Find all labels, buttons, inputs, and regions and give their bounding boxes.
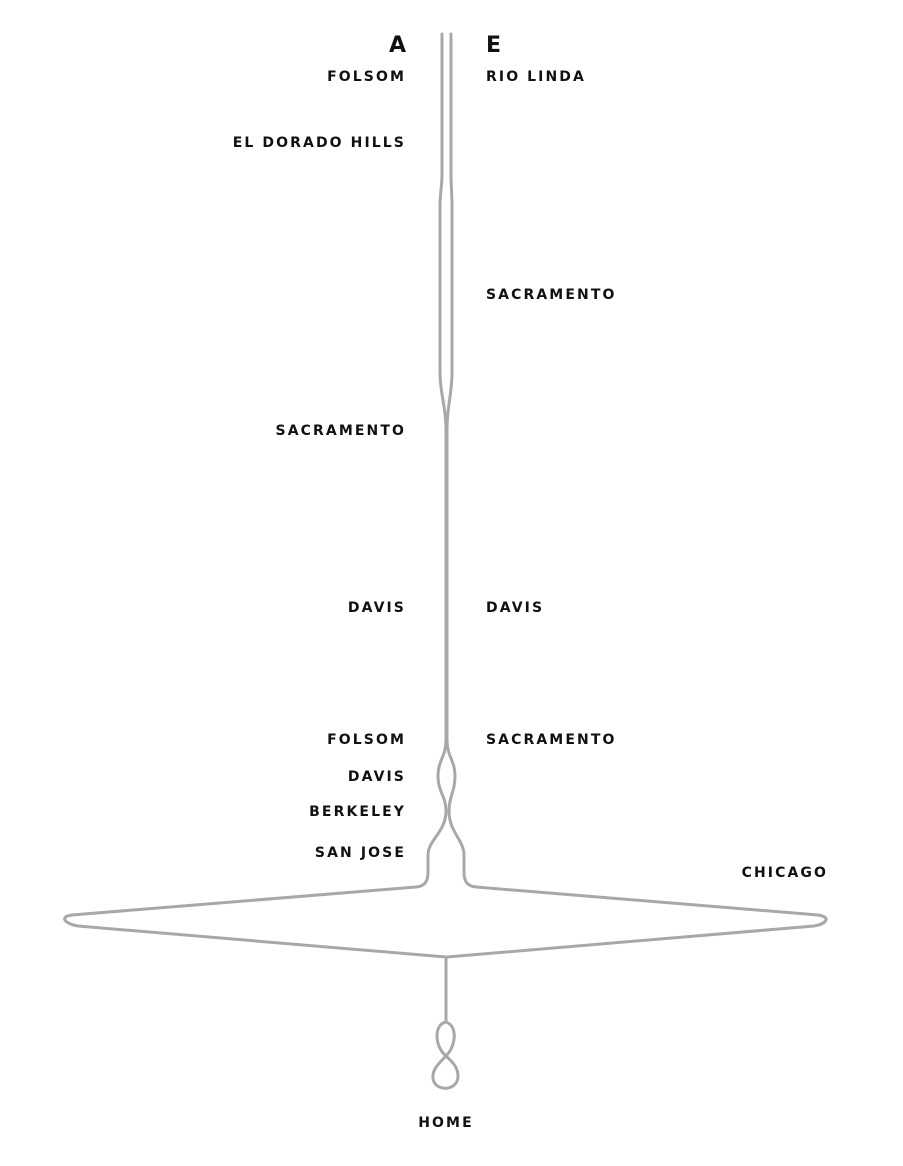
place-label-a: DAVIS (348, 600, 406, 616)
place-label-e: SACRAMENTO (486, 287, 616, 303)
place-label-e: CHICAGO (742, 865, 828, 881)
place-label-e: RIO LINDA (486, 69, 586, 85)
person-e-label: E (486, 33, 501, 58)
path-e-thread (445, 32, 828, 959)
end-place-label: HOME (418, 1115, 474, 1131)
place-label-e: DAVIS (486, 600, 544, 616)
place-label-a: FOLSOM (327, 69, 406, 85)
place-label-a: SAN JOSE (315, 845, 406, 861)
person-a-label: A (389, 33, 406, 58)
place-label-a: EL DORADO HILLS (233, 135, 406, 151)
path-a-thread (63, 32, 460, 1090)
place-label-a: SACRAMENTO (276, 423, 406, 439)
place-label-a: BERKELEY (309, 804, 406, 820)
place-label-e: SACRAMENTO (486, 732, 616, 748)
place-label-a: FOLSOM (327, 732, 406, 748)
place-label-a: DAVIS (348, 769, 406, 785)
